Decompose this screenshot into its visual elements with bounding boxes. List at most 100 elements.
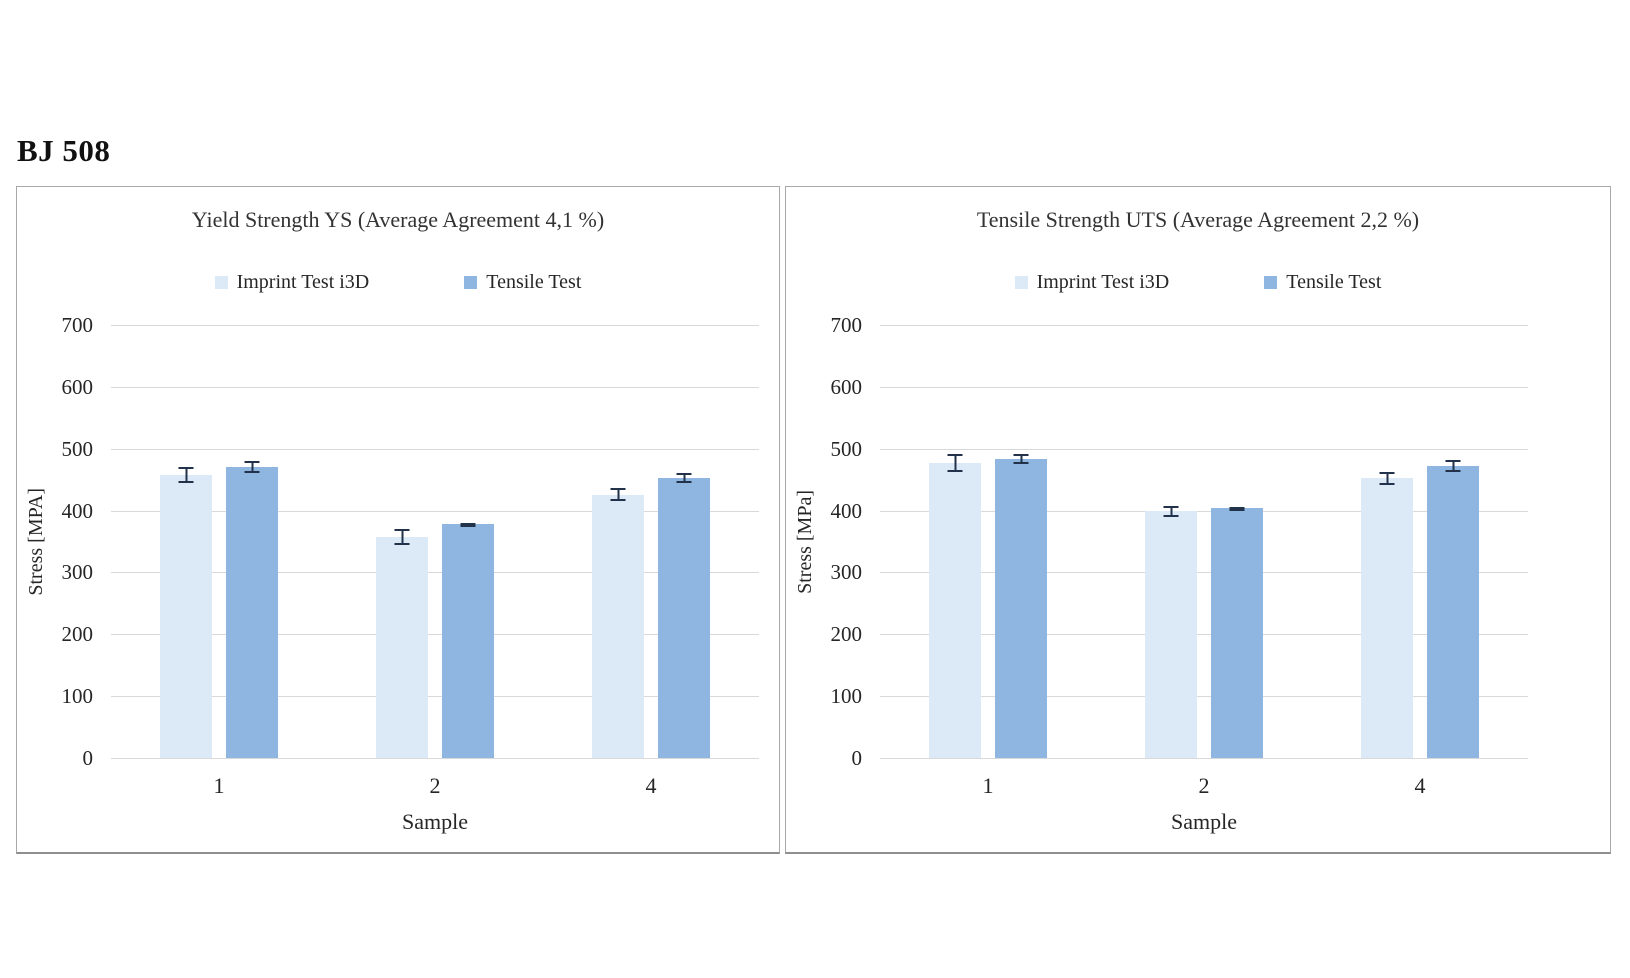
gridline (880, 386, 1528, 388)
bar-group-sample-1 (111, 325, 327, 758)
legend-swatch-tensile-icon (464, 276, 478, 289)
y-tick-label: 500 (61, 436, 94, 461)
bar-tensile-sample-4 (1427, 460, 1479, 758)
y-tick-label: 600 (830, 374, 863, 399)
legend-label: Tensile Test (1286, 271, 1382, 293)
y-tick-label: 0 (82, 746, 94, 770)
y-tick-label: 200 (61, 622, 94, 647)
bar-tensile-sample-1 (226, 461, 278, 758)
bar-group-sample-4 (1312, 325, 1528, 758)
y-tick-label: 600 (61, 374, 94, 399)
legend-item-imprint: Imprint Test i3D (214, 271, 370, 294)
bar-group-sample-4 (543, 325, 759, 758)
legend-item-tensile: Tensile Test (1264, 271, 1381, 294)
y-tick-label: 300 (830, 560, 863, 585)
charts-row: Yield Strength YS (Average Agreement 4,1… (16, 186, 1611, 854)
error-bar (460, 522, 476, 527)
bar-imprint-sample-2 (376, 528, 428, 758)
gridline (111, 696, 759, 698)
gridline (111, 510, 759, 512)
gridline (880, 510, 1528, 512)
x-tick-label: 4 (645, 773, 657, 798)
page-title: BJ 508 (17, 133, 111, 168)
error-bar-stem (617, 489, 619, 500)
error-bar (1379, 471, 1395, 486)
gridline (880, 758, 1528, 759)
chart-title: Yield Strength YS (Average Agreement 4,1… (191, 207, 605, 232)
y-tick-label: 300 (61, 560, 94, 585)
bar-groups (111, 325, 759, 758)
legend-swatch-tensile-icon (1264, 276, 1278, 289)
error-bar-stem (1452, 462, 1454, 470)
error-bar-stem (251, 463, 253, 472)
x-axis-title: Sample (402, 809, 468, 834)
y-tick-label: 100 (61, 684, 94, 709)
gridline (111, 386, 759, 388)
error-bar (947, 454, 963, 472)
x-tick-label: 1 (982, 773, 994, 798)
legend-swatch-imprint-icon (214, 276, 228, 289)
bar-group-sample-1 (880, 325, 1096, 758)
bar-tensile-sample-2 (1211, 506, 1263, 758)
plot-area: 0 100 200 300 400 500 600 700 (62, 313, 759, 770)
error-bar-stem (185, 468, 187, 481)
bar-tensile-sample-1 (995, 453, 1047, 758)
bar-imprint-sample-4 (1361, 471, 1413, 758)
legend-item-imprint: Imprint Test i3D (1014, 271, 1170, 294)
tensile-strength-chart: Tensile Strength UTS (Average Agreement … (785, 186, 1611, 854)
x-axis-ticks: 1 2 4 (880, 773, 1528, 799)
gridline (111, 572, 759, 574)
bar-imprint-sample-1 (160, 466, 212, 758)
bar-groups (880, 325, 1528, 758)
error-bar-stem (1386, 473, 1388, 484)
gridline (880, 325, 1528, 326)
gridline (111, 758, 759, 759)
legend-swatch-imprint-icon (1014, 276, 1028, 289)
y-tick-label: 500 (830, 436, 863, 461)
gridline (880, 634, 1528, 636)
gridline (111, 634, 759, 636)
legend: Imprint Test i3D Tensile Test (786, 271, 1610, 294)
y-tick-label: 700 (830, 313, 863, 337)
legend: Imprint Test i3D Tensile Test (17, 271, 779, 294)
bar-imprint-sample-4 (592, 487, 644, 758)
error-bar-stem (683, 475, 685, 482)
y-tick-label: 700 (61, 313, 94, 337)
bar-imprint-sample-2 (1145, 505, 1197, 758)
bar-tensile-sample-2 (442, 522, 494, 758)
error-bar (1163, 505, 1179, 517)
x-axis-ticks: 1 2 4 (111, 773, 759, 799)
gridline (880, 572, 1528, 574)
legend-label: Imprint Test i3D (1036, 271, 1170, 293)
bar-tensile-sample-4 (658, 473, 710, 758)
plot-area: 0 100 200 300 400 500 600 700 (831, 313, 1528, 770)
legend-label: Imprint Test i3D (236, 271, 370, 293)
y-tick-label: 400 (61, 498, 94, 523)
error-bar (1013, 453, 1029, 464)
gridline (111, 325, 759, 326)
error-bar-stem (954, 456, 956, 470)
bar-imprint-sample-1 (929, 454, 981, 758)
error-bar (178, 466, 194, 483)
chart-title: Tensile Strength UTS (Average Agreement … (976, 207, 1420, 232)
error-bar (394, 528, 410, 545)
error-bar (676, 473, 692, 484)
y-tick-label: 200 (830, 622, 863, 647)
error-bar (1229, 506, 1245, 511)
gridline (111, 448, 759, 450)
legend-label: Tensile Test (486, 271, 582, 293)
error-bar (1445, 460, 1461, 472)
x-tick-label: 1 (213, 773, 225, 798)
x-axis-title: Sample (1171, 809, 1237, 834)
error-bar (244, 461, 260, 474)
x-tick-label: 4 (1414, 773, 1426, 798)
legend-item-tensile: Tensile Test (464, 271, 581, 294)
y-tick-label: 0 (851, 746, 863, 770)
error-bar-stem (1170, 507, 1172, 515)
x-tick-label: 2 (429, 773, 441, 798)
y-tick-label: 100 (830, 684, 863, 709)
gridline (880, 696, 1528, 698)
gridline (880, 448, 1528, 450)
error-bar-stem (401, 530, 403, 543)
